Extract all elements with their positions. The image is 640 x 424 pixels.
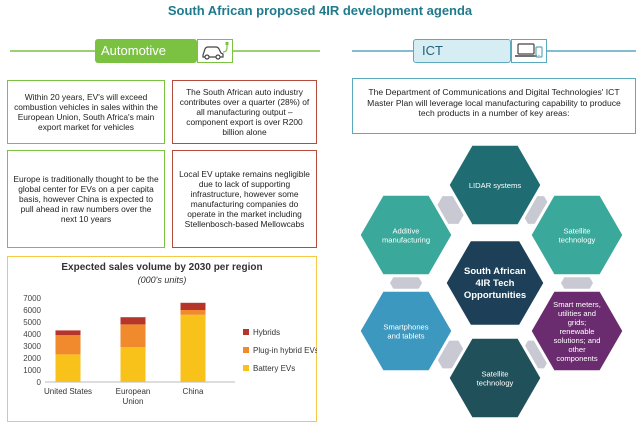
electric-car-icon [197,39,233,63]
bar-segment [180,314,206,382]
y-tick-label: 5000 [23,318,41,327]
x-category-label: China [183,387,204,396]
x-category-line: United States [44,387,92,396]
center-hexagon [443,238,547,328]
hexagon [528,288,626,374]
x-category-line: Union [123,397,144,406]
legend-label: Hybrids [253,328,280,337]
sales-volume-chart: 0 1000 2000 3000 4000 5000 6000 7000 United Stat… [23,294,317,406]
bar-segment [55,330,81,336]
hexagon [528,192,626,278]
hexagon-label: Additive manufacturing [382,227,430,245]
y-tick-label: 2000 [23,354,41,363]
y-tick-label: 4000 [23,330,41,339]
automotive-fact-text: Within 20 years, EV's will exceed combus… [14,92,158,132]
legend-swatch [243,329,249,335]
bar-segment [55,354,81,382]
hexagon-label-line: solutions; and [554,336,601,345]
chart-subtitle: (000's units) [137,275,187,285]
hexagon [357,288,455,374]
legend-label: Battery EVs [253,364,295,373]
x-category-line: China [183,387,204,396]
bar-segment [120,317,146,325]
center-label-line: 4IR Tech [476,278,515,289]
bar-segment [55,335,81,355]
hexagon [357,192,455,278]
y-tick-label: 3000 [23,342,41,351]
y-tick-label: 0 [37,378,42,387]
hexagon-label-line: Smart meters, [553,300,601,309]
y-tick-label: 1000 [23,366,41,375]
automotive-fact-box: The South African auto industry contribu… [172,80,317,144]
hexagon-label-line: Smartphones [383,323,428,332]
x-category-label: European Union [116,387,151,406]
automotive-fact-text: Local EV uptake remains negligible due t… [179,169,310,229]
hexagon-label-line: technology [477,379,514,388]
hexagon [446,142,544,228]
hexagon-label-line: Additive [392,227,419,236]
center-label-line: South African [464,266,526,277]
hexagon-label-line: LIDAR systems [469,181,522,190]
legend-swatch [243,365,249,371]
hexagon-label: Satellite technology [559,227,596,245]
ict-intro-text: The Department of Communications and Dig… [367,87,621,118]
hexagon-label-line: other [568,345,586,354]
automotive-fact-text: The South African auto industry contribu… [179,87,310,137]
automotive-fact-text: Europe is traditionally thought to be th… [13,174,159,224]
ict-intro-box: The Department of Communications and Dig… [352,78,636,134]
hexagon-label: Smart meters, utilities and grids; renewabl… [553,300,601,363]
bar-segment [120,347,146,382]
hexagon-label-line: technology [559,236,596,245]
x-category-label: United States [44,387,92,396]
hexagon-label-line: Satellite [563,227,590,236]
automotive-fact-box: Local EV uptake remains negligible due t… [172,150,317,248]
x-category-line: European [116,387,151,396]
legend-label: Plug-in hybrid EVs [253,346,317,355]
devices-icon [511,39,547,63]
legend-swatch [243,347,249,353]
center-hexagon-label: South African 4IR Tech Opportunities [464,266,526,301]
bar-segment [120,324,146,348]
hexagon-label: Smartphones and tablets [383,323,428,341]
bar-segment [180,302,206,310]
ict-label: ICT [413,39,511,63]
hexagon-label-line: renewable [559,327,594,336]
hexagon-label-line: manufacturing [382,236,430,245]
page-title: South African proposed 4IR development a… [167,3,473,18]
automotive-fact-box: Within 20 years, EV's will exceed combus… [7,80,165,144]
hexagon-label: LIDAR systems [469,181,522,190]
chart-title: Expected sales volume by 2030 per region [61,262,263,273]
hexagon-label-line: utilities and [558,309,596,318]
automotive-label: Automotive [95,39,197,63]
hexagon-label-line: Satellite [481,370,508,379]
y-tick-label: 6000 [23,306,41,315]
hexagon [446,335,544,421]
hexagon-label: Satellite technology [477,370,514,388]
bar-segment [180,310,206,315]
hexagon-label-line: and tablets [387,332,424,341]
chart-panel [7,256,317,422]
center-label-line: Opportunities [464,290,526,301]
y-tick-label: 7000 [23,294,41,303]
automotive-fact-box: Europe is traditionally thought to be th… [7,150,165,248]
hexagon-label-line: components [556,354,598,363]
hexagon-label-line: grids; [568,318,587,327]
